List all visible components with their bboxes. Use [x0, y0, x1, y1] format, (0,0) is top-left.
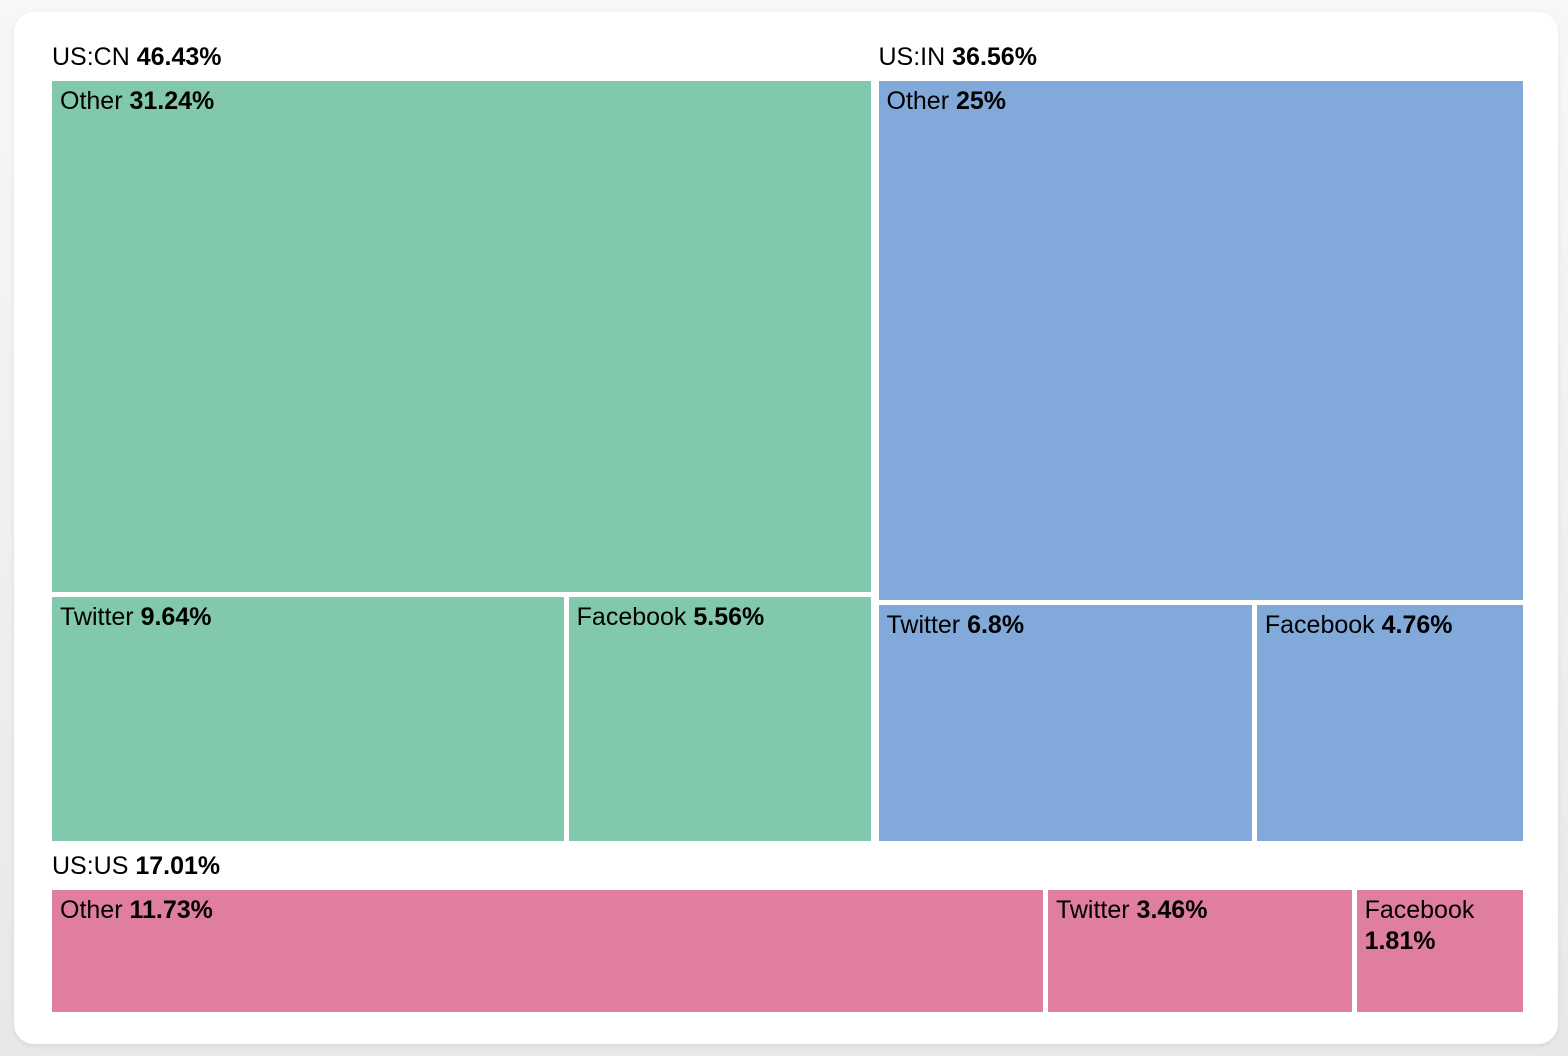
cell-us-cn-twitter[interactable]: Twitter 9.64% [52, 597, 564, 841]
group-cells-us-cn: Other 31.24% Twitter 9.64% Facebook 5.56… [52, 81, 871, 841]
group-value: 17.01% [135, 852, 221, 880]
cell-us-in-facebook[interactable]: Facebook 4.76% [1256, 605, 1523, 841]
cell-value: 3.46% [1136, 896, 1208, 924]
group-lower-row-us-in: Twitter 6.8% Facebook 4.76% [878, 605, 1523, 841]
treemap-group-us-in: US:IN 36.56% Other 25% Twitter 6.8% Face… [878, 40, 1524, 841]
cell-us-in-twitter[interactable]: Twitter 6.8% [878, 605, 1252, 841]
group-value: 36.56% [952, 43, 1037, 71]
cell-us-cn-facebook[interactable]: Facebook 5.56% [568, 597, 871, 841]
cell-label: Other [60, 87, 123, 115]
cell-value: 9.64% [140, 603, 212, 632]
cell-value: 5.56% [693, 603, 765, 632]
group-label-us-us: US:US 17.01% [52, 849, 1523, 883]
cell-value: 6.8% [967, 611, 1025, 640]
treemap-top-row: US:CN 46.43% Other 31.24% Twitter 9.64% … [52, 40, 1523, 841]
cell-label: Twitter [60, 603, 134, 632]
cell-us-in-other[interactable]: Other 25% [878, 81, 1523, 601]
cell-value: 25% [955, 87, 1007, 115]
cell-label: Twitter [1055, 896, 1130, 924]
group-name: US:US [52, 852, 129, 880]
cell-label: Twitter [886, 611, 961, 640]
cell-us-us-facebook[interactable]: Facebook 1.81% [1356, 890, 1523, 1012]
group-name: US:CN [52, 43, 130, 71]
group-label-us-in: US:IN 36.56% [879, 40, 1524, 74]
cell-us-cn-other[interactable]: Other 31.24% [52, 81, 871, 593]
group-label-us-cn: US:CN 46.43% [52, 40, 871, 74]
treemap-card: US:CN 46.43% Other 31.24% Twitter 9.64% … [14, 12, 1558, 1044]
cell-value: 1.81% [1364, 927, 1436, 955]
cell-value: 31.24% [129, 87, 215, 115]
treemap-group-us-us: US:US 17.01% Other 11.73% Twitter 3.46% … [52, 841, 1523, 1012]
group-cells-us-in: Other 25% Twitter 6.8% Facebook 4.76% [878, 81, 1523, 841]
cell-label: Facebook [576, 603, 687, 632]
cell-us-us-twitter[interactable]: Twitter 3.46% [1047, 890, 1352, 1012]
cell-value: 11.73% [129, 896, 213, 924]
group-cells-us-us: Other 11.73% Twitter 3.46% Facebook 1.81… [52, 890, 1523, 1012]
cell-value: 4.76% [1381, 611, 1453, 640]
group-lower-row-us-cn: Twitter 9.64% Facebook 5.56% [52, 597, 871, 841]
cell-label: Other [886, 87, 950, 115]
cell-label: Facebook [1364, 896, 1475, 924]
group-name: US:IN [878, 43, 946, 71]
cell-label: Other [60, 896, 123, 924]
cell-us-us-other[interactable]: Other 11.73% [52, 890, 1043, 1012]
group-value: 46.43% [136, 43, 222, 71]
cell-label: Facebook [1264, 611, 1375, 640]
treemap-group-us-cn: US:CN 46.43% Other 31.24% Twitter 9.64% … [52, 40, 871, 841]
